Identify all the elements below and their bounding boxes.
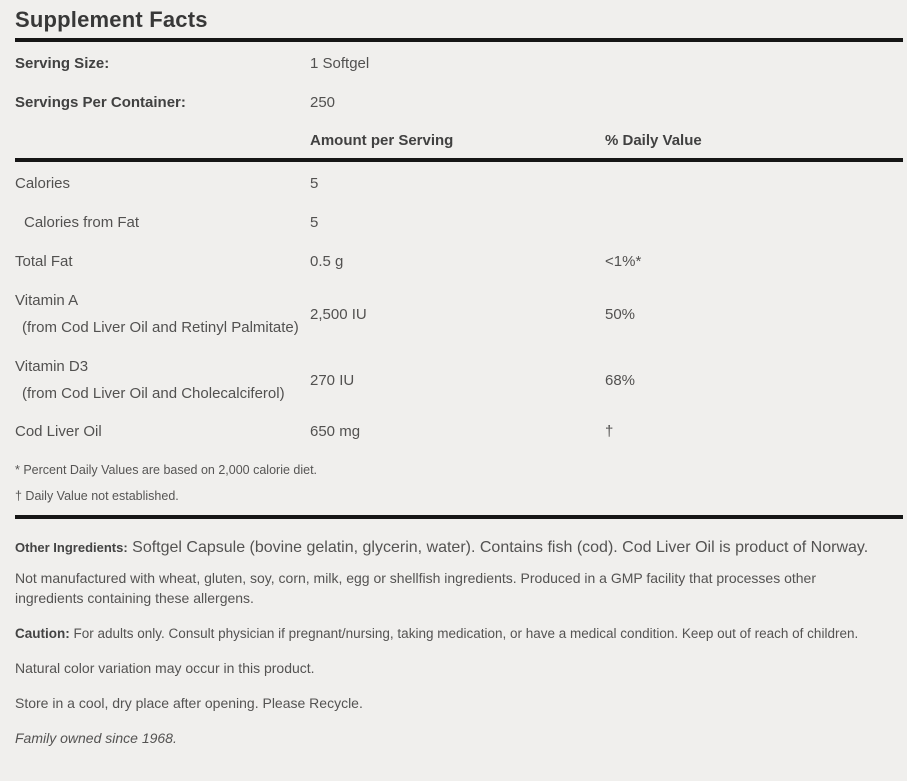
- row-amount: 270 IU: [310, 371, 355, 389]
- row-name: Calories: [15, 175, 71, 192]
- table-header-row: Amount per Serving % Daily Value: [15, 132, 903, 149]
- serving-size-value: 1 Softgel: [310, 55, 370, 72]
- other-ingredients-text: Softgel Capsule (bovine gelatin, glyceri…: [132, 539, 869, 556]
- column-header-amount-per-serving: Amount per Serving: [310, 132, 454, 149]
- serving-size-row: Serving Size: 1 Softgel: [15, 55, 903, 72]
- note-family-owned: Family owned since 1968.: [15, 730, 177, 746]
- servings-per-container-value: 250: [310, 94, 336, 111]
- row-name: Vitamin D3: [15, 358, 89, 375]
- table-row-cod-liver-oil: Cod Liver Oil 650 mg †: [15, 423, 903, 440]
- row-name-group: Vitamin A (from Cod Liver Oil and Retiny…: [15, 292, 310, 336]
- row-daily-value: <1%*: [605, 253, 642, 270]
- divider-top: [15, 38, 903, 42]
- row-daily-value: [605, 175, 903, 192]
- row-source-note: (from Cod Liver Oil and Cholecalciferol): [22, 385, 285, 402]
- caution-text: For adults only. Consult physician if pr…: [73, 626, 859, 641]
- row-daily-value: 68%: [605, 371, 636, 389]
- row-amount: 0.5 g: [310, 253, 344, 270]
- allergen-note: Not manufactured with wheat, gluten, soy…: [15, 570, 816, 606]
- row-daily-value: †: [605, 423, 614, 440]
- row-amount: 5: [310, 175, 319, 192]
- divider-header: [15, 158, 903, 162]
- column-header-daily-value: % Daily Value: [605, 132, 702, 149]
- row-name: Calories from Fat: [24, 214, 140, 231]
- table-row-calories-from-fat: Calories from Fat 5: [15, 214, 903, 231]
- table-row-total-fat: Total Fat 0.5 g <1%*: [15, 253, 903, 270]
- caution-label: Caution:: [15, 626, 70, 641]
- row-name: Total Fat: [15, 253, 73, 270]
- servings-per-container-row: Servings Per Container: 250: [15, 94, 903, 111]
- row-daily-value: 50%: [605, 305, 636, 323]
- other-ingredients: Other Ingredients: Softgel Capsule (bovi…: [15, 535, 895, 561]
- row-amount: 2,500 IU: [310, 305, 367, 323]
- other-ingredients-label: Other Ingredients:: [15, 540, 128, 555]
- divider-bottom: [15, 515, 903, 519]
- caution-note: Caution: For adults only. Consult physic…: [15, 625, 903, 642]
- footnote-dagger: † Daily Value not established.: [15, 489, 179, 503]
- table-row-calories: Calories 5: [15, 175, 903, 192]
- row-amount: 5: [310, 214, 319, 231]
- servings-per-container-label: Servings Per Container:: [15, 94, 186, 111]
- table-row-vitamin-a: Vitamin A (from Cod Liver Oil and Retiny…: [15, 292, 903, 336]
- footnote-daily-value: * Percent Daily Values are based on 2,00…: [15, 463, 318, 477]
- row-amount: 650 mg: [310, 423, 361, 440]
- row-name: Cod Liver Oil: [15, 423, 102, 440]
- row-name: Vitamin A: [15, 292, 79, 309]
- note-storage: Store in a cool, dry place after opening…: [15, 695, 363, 711]
- row-daily-value: [605, 214, 903, 231]
- page-title: Supplement Facts: [15, 7, 208, 32]
- row-source-note: (from Cod Liver Oil and Retinyl Palmitat…: [22, 319, 299, 336]
- row-name-group: Vitamin D3 (from Cod Liver Oil and Chole…: [15, 358, 310, 402]
- note-color-variation: Natural color variation may occur in thi…: [15, 660, 315, 676]
- table-row-vitamin-d3: Vitamin D3 (from Cod Liver Oil and Chole…: [15, 358, 903, 402]
- serving-size-label: Serving Size:: [15, 55, 110, 72]
